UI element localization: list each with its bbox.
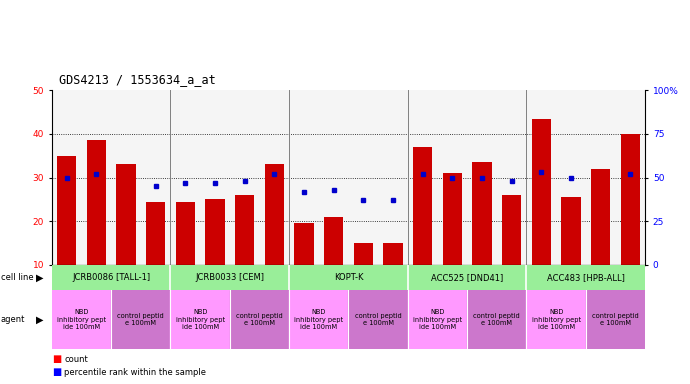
Bar (348, 290, 408, 349)
Bar (117, 164, 135, 309)
Bar (473, 162, 491, 309)
Bar (354, 243, 373, 309)
Text: percentile rank within the sample: percentile rank within the sample (64, 368, 206, 377)
Text: ▶: ▶ (37, 314, 43, 325)
Bar (408, 290, 467, 349)
Text: count: count (64, 355, 88, 364)
Text: NBD
inhibitory pept
ide 100mM: NBD inhibitory pept ide 100mM (413, 309, 462, 330)
Bar (586, 290, 645, 349)
Text: NBD
inhibitory pept
ide 100mM: NBD inhibitory pept ide 100mM (57, 309, 106, 330)
Bar (532, 119, 551, 309)
Text: control peptid
e 100mM: control peptid e 100mM (117, 313, 164, 326)
Bar (230, 290, 289, 349)
Text: control peptid
e 100mM: control peptid e 100mM (355, 313, 402, 326)
Text: ACC525 [DND41]: ACC525 [DND41] (431, 273, 503, 282)
Text: control peptid
e 100mM: control peptid e 100mM (592, 313, 639, 326)
Bar (235, 195, 254, 309)
Text: NBD
inhibitory pept
ide 100mM: NBD inhibitory pept ide 100mM (175, 309, 225, 330)
Bar (289, 290, 348, 349)
Text: control peptid
e 100mM: control peptid e 100mM (473, 313, 520, 326)
Bar (176, 202, 195, 309)
Text: cell line: cell line (1, 273, 33, 282)
Bar (413, 147, 432, 309)
Bar (502, 195, 521, 309)
Bar (206, 199, 224, 309)
Text: agent: agent (1, 315, 25, 324)
Bar (295, 223, 313, 309)
Bar (621, 134, 640, 309)
Text: JCRB0086 [TALL-1]: JCRB0086 [TALL-1] (72, 273, 150, 282)
Bar (324, 217, 343, 309)
Bar (265, 164, 284, 309)
Bar (384, 243, 402, 309)
Bar (57, 156, 76, 309)
Bar (170, 290, 230, 349)
Text: JCRB0033 [CEM]: JCRB0033 [CEM] (195, 273, 264, 282)
Bar (526, 290, 586, 349)
Bar (467, 290, 526, 349)
Text: GDS4213 / 1553634_a_at: GDS4213 / 1553634_a_at (59, 73, 215, 86)
Text: ACC483 [HPB-ALL]: ACC483 [HPB-ALL] (547, 273, 624, 282)
Text: control peptid
e 100mM: control peptid e 100mM (236, 313, 283, 326)
Bar (443, 173, 462, 309)
Text: KOPT-K: KOPT-K (334, 273, 363, 282)
Text: ■: ■ (52, 367, 61, 377)
Bar (146, 202, 165, 309)
Bar (562, 197, 580, 309)
Bar (87, 141, 106, 309)
Bar (52, 290, 111, 349)
Text: ▶: ▶ (37, 272, 43, 283)
Bar (591, 169, 610, 309)
Text: NBD
inhibitory pept
ide 100mM: NBD inhibitory pept ide 100mM (294, 309, 344, 330)
Text: NBD
inhibitory pept
ide 100mM: NBD inhibitory pept ide 100mM (531, 309, 581, 330)
Bar (111, 290, 170, 349)
Text: ■: ■ (52, 354, 61, 364)
